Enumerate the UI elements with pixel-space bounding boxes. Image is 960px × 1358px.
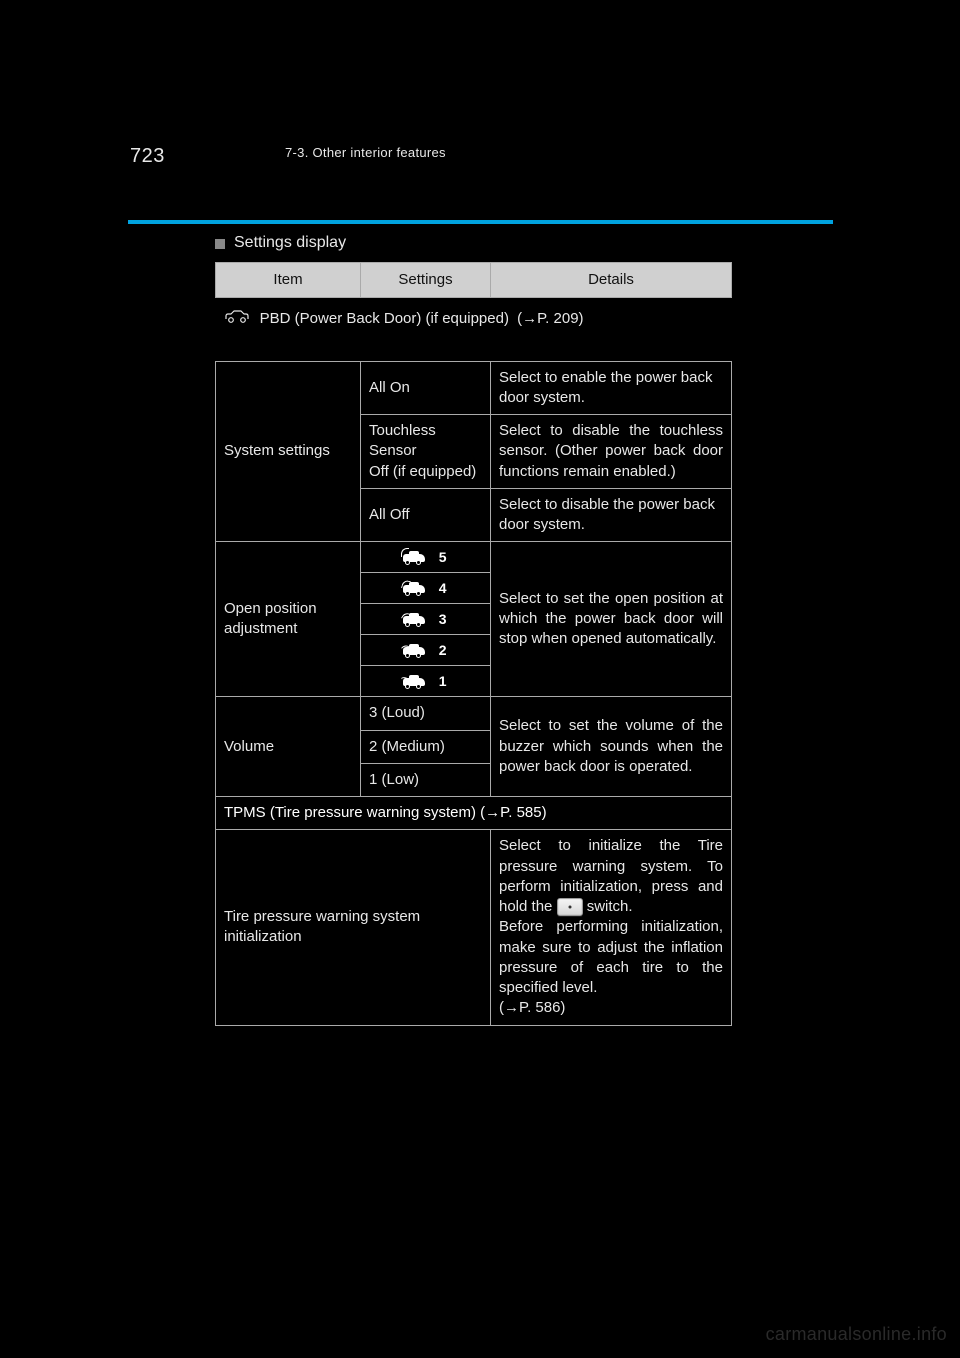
cell-details-touchless: Select to disable the touchless sensor. … <box>491 415 732 489</box>
cell-setting-vol1: 1 (Low) <box>361 763 491 796</box>
cell-setting-touchless: Touchless Sensor Off (if equipped) <box>361 415 491 489</box>
row-system-settings-allon: System settings All On Select to enable … <box>216 361 732 415</box>
cell-setting-allon: All On <box>361 361 491 415</box>
group-row-tpms: TPMS (Tire pressure warning system) (→P.… <box>216 797 732 830</box>
breadcrumb: 7-3. Other interior features <box>285 145 446 160</box>
pbd-level-icon: 2 <box>397 639 455 661</box>
pbd-level-icon: 3 <box>397 608 455 630</box>
th-settings: Settings <box>361 263 491 298</box>
cell-setting-pos4: 4 <box>361 573 491 604</box>
header-rule <box>128 220 833 224</box>
cell-details-allon: Select to enable the power back door sys… <box>491 361 732 415</box>
cell-item-system-settings: System settings <box>216 361 361 542</box>
section-marker-icon <box>215 239 225 249</box>
settings-table: Item Settings Details PBD (Power Back Do… <box>215 262 732 1026</box>
th-details: Details <box>491 263 732 298</box>
cell-details-open-pos: Select to set the open position at which… <box>491 542 732 697</box>
category-name: PBD (Power Back Door) (if equipped) <box>260 310 509 327</box>
pbd-level-icon: 4 <box>397 577 455 599</box>
category-row-pbd: PBD (Power Back Door) (if equipped) (→P.… <box>216 298 732 361</box>
cell-details-tpms-init: Select to initialize the Tire pressure w… <box>491 830 732 1025</box>
th-item: Item <box>216 263 361 298</box>
table-header-row: Item Settings Details <box>216 263 732 298</box>
section-title: Settings display <box>234 234 346 252</box>
ok-button-icon <box>557 898 583 916</box>
cell-setting-pos2: 2 <box>361 635 491 666</box>
watermark: carmanualsonline.info <box>766 1324 947 1345</box>
settings-table-container: Item Settings Details PBD (Power Back Do… <box>215 262 732 1026</box>
cell-item-volume: Volume <box>216 697 361 797</box>
cell-tpms-header: TPMS (Tire pressure warning system) (→P.… <box>216 797 732 830</box>
page-number: 723 <box>130 145 165 168</box>
cell-details-volume: Select to set the volume of the buzzer w… <box>491 697 732 797</box>
row-volume-loud: Volume 3 (Loud) Select to set the volume… <box>216 697 732 730</box>
row-open-pos-5: Open position adjustment 5 Select to set… <box>216 542 732 573</box>
cell-setting-alloff: All Off <box>361 488 491 542</box>
category-page-ref: P. 209 <box>537 310 578 327</box>
cell-setting-pos1: 1 <box>361 666 491 697</box>
vehicle-outline-icon <box>224 308 250 330</box>
cell-item-tpms-init: Tire pressure warning system initializat… <box>216 830 491 1025</box>
page: 723 7-3. Other interior features Setting… <box>0 0 960 1358</box>
cell-item-open-pos: Open position adjustment <box>216 542 361 697</box>
pbd-level-icon: 1 <box>397 670 455 692</box>
cell-setting-pos5: 5 <box>361 542 491 573</box>
cell-details-alloff: Select to disable the power back door sy… <box>491 488 732 542</box>
cell-setting-pos3: 3 <box>361 604 491 635</box>
cell-setting-vol3: 3 (Loud) <box>361 697 491 730</box>
row-tpms-init: Tire pressure warning system initializat… <box>216 830 732 1025</box>
cell-setting-vol2: 2 (Medium) <box>361 730 491 763</box>
pbd-level-icon: 5 <box>397 546 455 568</box>
